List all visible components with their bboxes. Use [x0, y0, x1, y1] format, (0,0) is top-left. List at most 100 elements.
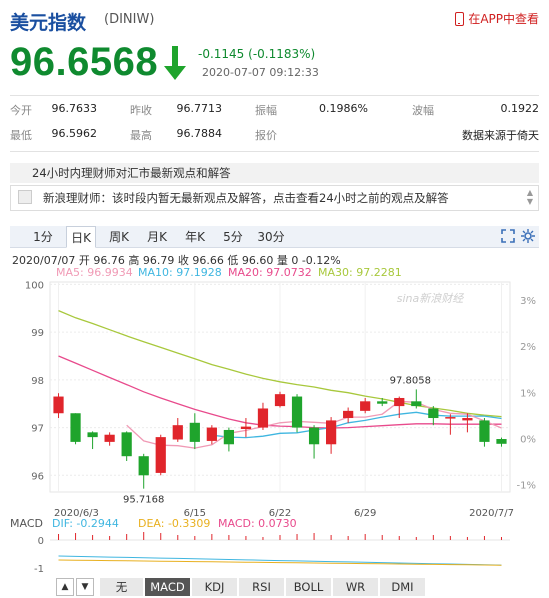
- stat-label: 报价: [255, 129, 277, 142]
- prev-button[interactable]: ▲: [56, 578, 74, 596]
- tab-period[interactable]: 5分: [223, 230, 243, 244]
- candle-body: [240, 426, 252, 429]
- candle-body: [326, 420, 337, 445]
- divider: [10, 95, 539, 96]
- x-tick-label: 2020/7/7: [469, 508, 514, 518]
- candle-body: [87, 432, 98, 438]
- pct-tick-label: 1%: [520, 388, 536, 399]
- ma10-line: [211, 411, 502, 439]
- views-message[interactable]: 新浪理财师：该时段内暂无最新观点及解答，点击查看24小时之前的观点及解答: [10, 185, 539, 211]
- settings-icon[interactable]: [521, 229, 535, 243]
- candle: [121, 431, 132, 461]
- candle: [377, 397, 388, 407]
- ma5-line: [126, 400, 502, 449]
- y-tick-label: 96: [31, 471, 44, 482]
- y-tick-label: 99: [31, 328, 44, 339]
- candle-body: [70, 413, 81, 442]
- stat-value: 96.5962: [51, 127, 98, 140]
- quote-timestamp: 2020-07-07 09:12:33: [202, 66, 319, 79]
- y-tick-label: 97: [31, 424, 44, 435]
- tab-period[interactable]: 日K: [66, 226, 96, 248]
- stat-label: 昨收: [130, 104, 152, 117]
- current-price: 96.6568: [10, 40, 159, 84]
- candle-body: [428, 408, 439, 419]
- stat-value: 0.1986%: [319, 102, 368, 115]
- candle: [53, 393, 64, 419]
- candle: [189, 413, 200, 450]
- dif-line: [58, 555, 502, 566]
- candle: [274, 391, 286, 408]
- tab-indicator[interactable]: 无: [100, 578, 144, 596]
- x-tick-label: 2020/6/3: [54, 508, 99, 518]
- macd-title: MACD: [10, 517, 43, 530]
- tab-period[interactable]: 月K: [147, 230, 167, 244]
- candle-body: [462, 418, 473, 421]
- candle: [343, 407, 354, 423]
- candle-body: [479, 420, 490, 442]
- open-in-app-label: 在APP中查看: [468, 12, 539, 26]
- candle-body: [496, 439, 507, 444]
- candle: [155, 434, 166, 476]
- tab-indicator[interactable]: DMI: [380, 578, 426, 596]
- candle: [240, 418, 252, 438]
- candle: [257, 402, 269, 430]
- pct-tick-label: 3%: [520, 296, 536, 307]
- tab-indicator[interactable]: RSI: [239, 578, 285, 596]
- y-tick-label: 100: [25, 280, 44, 291]
- phone-icon: [455, 11, 465, 26]
- tab-period[interactable]: 周K: [109, 230, 129, 244]
- candle: [428, 406, 439, 426]
- macd-tick-label: -1: [34, 564, 44, 575]
- page-title: 美元指数: [10, 12, 87, 34]
- tab-indicator[interactable]: MACD: [145, 578, 191, 596]
- candle-body: [445, 417, 456, 419]
- stat-label: 今开: [10, 104, 32, 117]
- tab-indicator[interactable]: KDJ: [192, 578, 238, 596]
- price-change: -0.1145 (-0.1183%): [198, 47, 316, 61]
- candle-body: [308, 427, 320, 445]
- next-button[interactable]: ▼: [76, 578, 94, 596]
- ma30-label: MA30: 97.2281: [318, 266, 402, 279]
- fullscreen-icon[interactable]: [501, 229, 515, 243]
- stat-label: 最高: [130, 129, 152, 142]
- candle: [360, 397, 371, 414]
- candle-body: [394, 397, 405, 407]
- stat-value: 0.1922: [500, 102, 540, 115]
- views-heading[interactable]: 24小时内理财师对汇市最新观点和解答: [10, 163, 539, 183]
- tab-indicator[interactable]: BOLL: [286, 578, 332, 596]
- avatar: [18, 190, 32, 204]
- candle: [496, 437, 507, 447]
- candle: [172, 418, 183, 442]
- candle: [308, 425, 320, 459]
- pct-tick-label: -1%: [517, 481, 536, 492]
- ma10-label: MA10: 97.1928: [138, 266, 222, 279]
- candlestick-chart[interactable]: 100 99 98 97 96 3% 2% 1% 0% -1% 2020/6/3 6/15 6/22 6/…: [10, 278, 539, 518]
- candle: [70, 413, 81, 445]
- tab-period[interactable]: 年K: [185, 230, 205, 244]
- down-arrow-icon: [164, 46, 186, 80]
- max-label: 97.8058: [390, 375, 431, 386]
- candle: [479, 418, 490, 447]
- candle-body: [172, 425, 183, 440]
- candle: [394, 396, 405, 419]
- open-in-app-link[interactable]: 在APP中查看: [455, 10, 539, 27]
- stat-value: 数据来源于倚天: [462, 129, 539, 142]
- stat-label: 最低: [10, 129, 32, 142]
- stat-label: 波幅: [412, 104, 434, 117]
- x-tick-label: 6/29: [354, 508, 376, 518]
- tab-period[interactable]: 1分: [33, 230, 53, 244]
- stat-value: 96.7633: [51, 102, 98, 115]
- x-tick-label: 6/15: [184, 508, 206, 518]
- pct-tick-label: 2%: [520, 342, 536, 353]
- candle: [462, 413, 473, 433]
- x-tick-label: 6/22: [269, 508, 291, 518]
- candle: [206, 425, 217, 445]
- tab-indicator[interactable]: WR: [333, 578, 379, 596]
- watermark: sina新浪财经: [397, 292, 464, 305]
- y-tick-label: 98: [31, 376, 44, 387]
- scroll-arrows[interactable]: ▲ ▼: [526, 188, 533, 206]
- tab-period[interactable]: 30分: [257, 230, 285, 244]
- candle: [291, 394, 303, 433]
- stats-grid: 今开 96.7633 昨收 96.7713 振幅 0.1986% 波幅 0.1922 最低 96.…: [10, 95, 539, 151]
- period-tabs: 1分 日K 周K 月K 年K 5分 30分: [10, 226, 539, 248]
